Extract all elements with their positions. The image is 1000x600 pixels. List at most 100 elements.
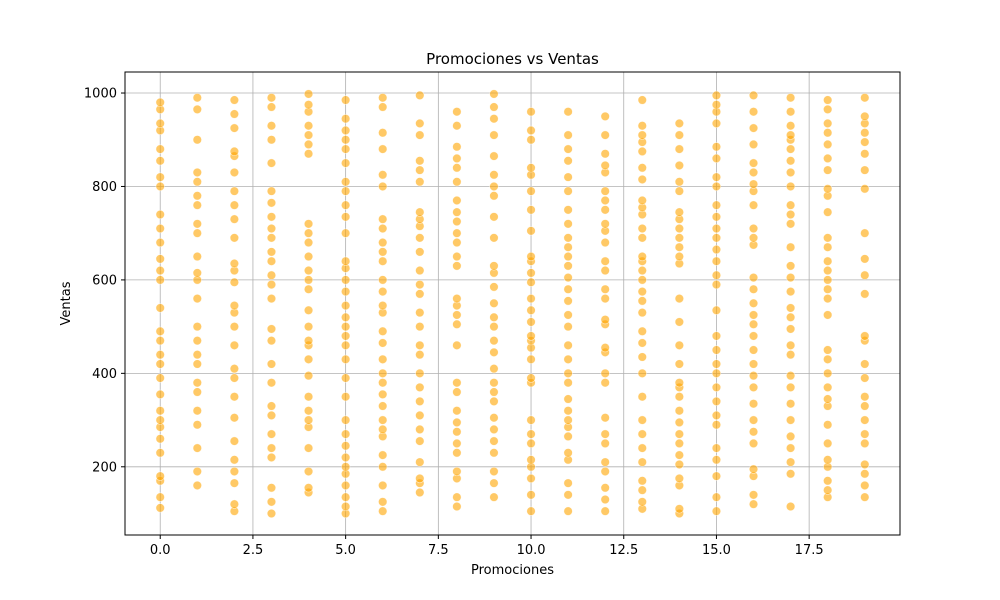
data-point (637, 95, 647, 105)
data-point (155, 118, 165, 128)
data-point (341, 392, 351, 402)
data-point (415, 350, 425, 360)
data-point (341, 144, 351, 154)
data-point (823, 284, 833, 294)
data-point (637, 326, 647, 336)
data-point (748, 382, 759, 392)
data-point (674, 359, 684, 369)
data-point (341, 200, 351, 210)
data-point (266, 121, 277, 131)
data-point (303, 371, 314, 381)
data-point (786, 340, 796, 350)
data-point (192, 480, 202, 491)
data-point (786, 312, 796, 322)
data-point (378, 497, 388, 507)
y-tick-label: 600 (92, 273, 117, 288)
data-point (711, 345, 722, 355)
data-point (229, 167, 239, 178)
data-point (600, 315, 610, 325)
data-point (637, 476, 647, 486)
data-point (526, 205, 536, 215)
data-point (823, 153, 833, 164)
data-point (452, 153, 462, 164)
data-point (266, 158, 277, 168)
data-point (266, 336, 277, 346)
x-tick-label: 17.5 (795, 543, 824, 558)
data-point (489, 436, 499, 446)
data-point (748, 499, 759, 509)
x-axis-ticks: 0.0 2.5 5.0 7.5 10.0 12.5 15.0 17.5 (150, 535, 824, 558)
plot-area-frame (124, 71, 901, 536)
data-point (674, 144, 684, 154)
data-point (229, 214, 239, 224)
data-point (600, 429, 610, 439)
data-point (711, 506, 722, 516)
data-point (378, 338, 388, 348)
data-point (192, 466, 202, 477)
data-point (711, 233, 722, 243)
x-tick-label: 2.5 (243, 543, 264, 558)
data-point (637, 286, 647, 297)
data-point (860, 111, 870, 121)
data-point (674, 392, 684, 402)
data-point (415, 165, 425, 175)
data-point (526, 268, 536, 278)
data-point (674, 233, 684, 243)
data-point (452, 237, 462, 248)
data-point (786, 121, 796, 131)
y-tick-label: 800 (92, 180, 117, 195)
data-point (155, 275, 165, 285)
data-point (748, 223, 759, 234)
data-point (823, 354, 833, 364)
data-point (341, 212, 351, 222)
data-point (786, 144, 796, 154)
data-point (489, 322, 499, 332)
data-point (378, 378, 388, 388)
data-point (303, 336, 314, 346)
data-point (341, 177, 351, 187)
data-point (526, 354, 536, 364)
data-point (674, 450, 684, 460)
data-point (303, 265, 314, 276)
data-point (266, 497, 277, 507)
data-point (192, 93, 202, 103)
data-point (786, 501, 796, 512)
data-point (415, 473, 425, 484)
data-point (415, 424, 425, 435)
data-point (526, 277, 536, 287)
data-point (637, 195, 647, 206)
data-point (786, 443, 796, 453)
data-point (711, 244, 722, 255)
data-point (229, 364, 239, 374)
data-point (266, 198, 277, 208)
data-point (452, 293, 462, 304)
data-point (711, 331, 722, 341)
data-point (526, 305, 536, 315)
data-point (489, 336, 499, 346)
data-point (674, 207, 684, 217)
data-point (600, 293, 610, 304)
data-point (674, 417, 684, 428)
data-point (711, 90, 722, 100)
data-point (748, 490, 759, 500)
data-point (452, 195, 462, 206)
data-point (786, 350, 796, 360)
data-point (452, 438, 462, 449)
data-point (266, 293, 277, 304)
data-point (229, 466, 239, 477)
data-point (229, 322, 239, 332)
data-point (341, 135, 351, 145)
data-point (415, 130, 425, 140)
data-point (452, 261, 462, 271)
data-point (489, 130, 499, 140)
data-point (860, 149, 870, 159)
data-point (266, 102, 277, 112)
data-point (378, 181, 388, 192)
data-point (674, 438, 684, 449)
data-point (860, 373, 870, 383)
data-point (452, 427, 462, 437)
data-point (341, 441, 351, 451)
data-point (600, 256, 610, 266)
data-point (378, 462, 388, 472)
data-point (563, 172, 573, 182)
